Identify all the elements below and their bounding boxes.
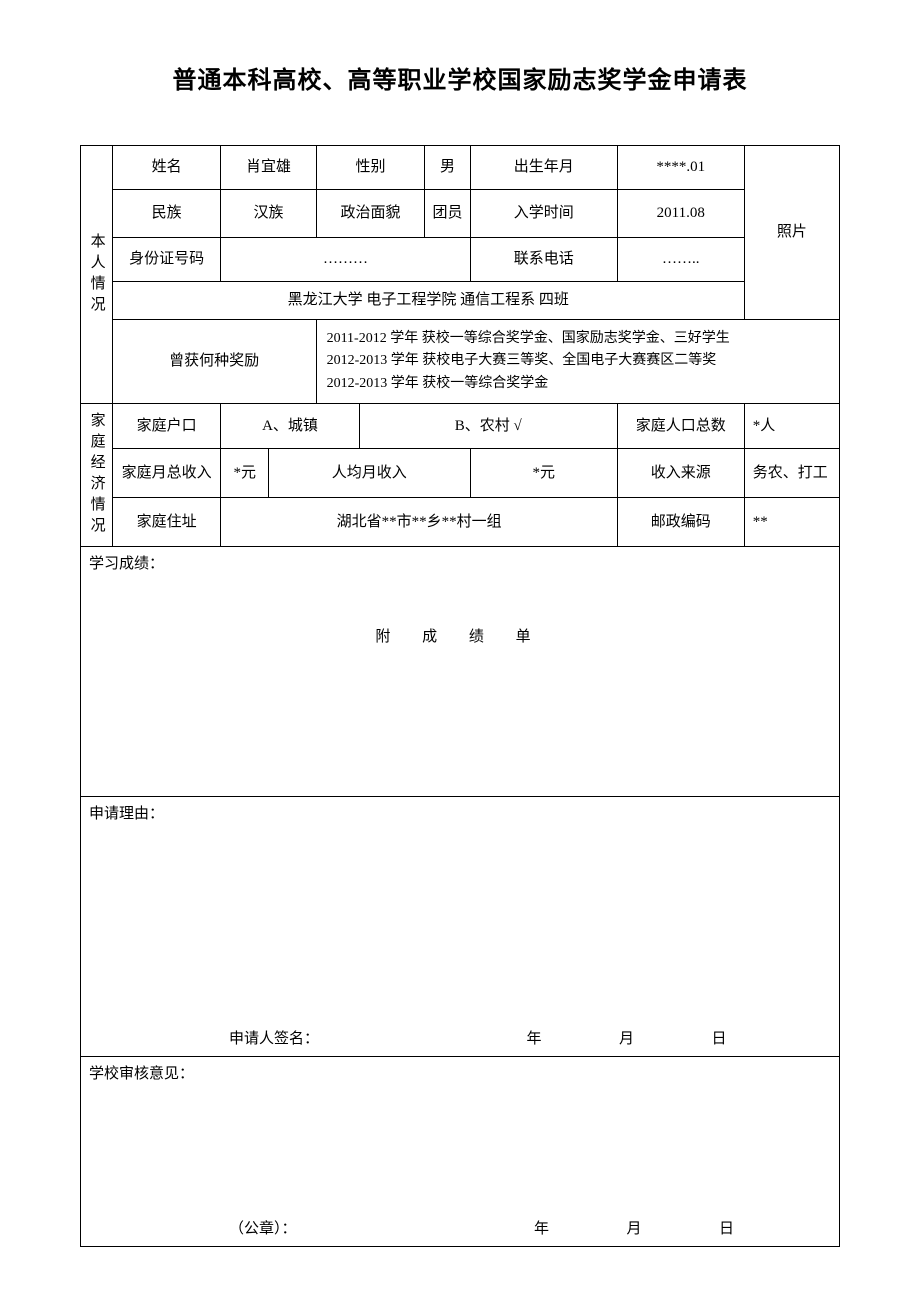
- residence-urban: A、城镇: [221, 404, 359, 449]
- ethnicity-label: 民族: [112, 190, 221, 238]
- pop-value: *人: [744, 404, 839, 449]
- income-source-value: 务农、打工: [744, 449, 839, 498]
- gender-value: 男: [425, 146, 470, 190]
- monthly-income-value: *元: [221, 449, 269, 498]
- reason-label: 申请理由：: [89, 803, 831, 826]
- birth-label: 出生年月: [470, 146, 617, 190]
- applicant-signature-line: 申请人签名： 年 月 日: [89, 1028, 831, 1051]
- month-label: 月: [619, 1031, 634, 1047]
- postcode-label: 邮政编码: [617, 498, 744, 547]
- id-label: 身份证号码: [112, 238, 221, 282]
- ethnicity-value: 汉族: [221, 190, 316, 238]
- gender-label: 性别: [316, 146, 425, 190]
- awards-line-2: 2012-2013 学年 获校电子大赛三等奖、全国电子大赛赛区二等奖: [327, 350, 829, 372]
- audit-section: 学校审核意见： （公章）： 年 月 日: [81, 1057, 840, 1247]
- enroll-value: 2011.08: [617, 190, 744, 238]
- year-label: 年: [527, 1031, 542, 1047]
- page-title: 普通本科高校、高等职业学校国家励志奖学金申请表: [80, 60, 840, 95]
- day-label: 日: [712, 1031, 727, 1047]
- photo-placeholder: 照片: [744, 146, 839, 320]
- political-value: 团员: [425, 190, 470, 238]
- seal-label: （公章）：: [229, 1221, 297, 1237]
- awards-label: 曾获何种奖励: [112, 320, 316, 404]
- phone-label: 联系电话: [470, 238, 617, 282]
- residence-rural: B、农村 √: [359, 404, 617, 449]
- audit-month-label: 月: [627, 1221, 642, 1237]
- school-line: 黑龙江大学 电子工程学院 通信工程系 四班: [112, 282, 744, 320]
- audit-label: 学校审核意见：: [89, 1063, 831, 1086]
- audit-day-label: 日: [719, 1221, 734, 1237]
- address-label: 家庭住址: [112, 498, 221, 547]
- enroll-label: 入学时间: [470, 190, 617, 238]
- family-section-label: 家庭经济情况: [81, 404, 113, 547]
- address-value: 湖北省**市**乡**村一组: [221, 498, 617, 547]
- audit-year-label: 年: [534, 1221, 549, 1237]
- grades-label: 学习成绩：: [89, 553, 831, 576]
- income-source-label: 收入来源: [617, 449, 744, 498]
- percap-income-value: *元: [470, 449, 617, 498]
- monthly-income-label: 家庭月总收入: [112, 449, 221, 498]
- awards-line-3: 2012-2013 学年 获校一等综合奖学金: [327, 373, 829, 395]
- phone-value: ……..: [617, 238, 744, 282]
- grades-note: 附 成 绩 单: [89, 576, 831, 649]
- grades-section: 学习成绩： 附 成 绩 单: [81, 547, 840, 797]
- awards-line-1: 2011-2012 学年 获校一等综合奖学金、国家励志奖学金、三好学生: [327, 328, 829, 350]
- reason-section: 申请理由： 申请人签名： 年 月 日: [81, 797, 840, 1057]
- birth-value: ****.01: [617, 146, 744, 190]
- postcode-value: **: [744, 498, 839, 547]
- political-label: 政治面貌: [316, 190, 425, 238]
- awards-value: 2011-2012 学年 获校一等综合奖学金、国家励志奖学金、三好学生 2012…: [316, 320, 839, 404]
- personal-section-label: 本人情况: [81, 146, 113, 404]
- name-label: 姓名: [112, 146, 221, 190]
- applicant-sign-label: 申请人签名：: [229, 1031, 319, 1047]
- audit-seal-line: （公章）： 年 月 日: [89, 1218, 831, 1241]
- application-form: 本人情况 姓名 肖宜雄 性别 男 出生年月 ****.01 照片 民族 汉族 政…: [80, 145, 840, 1247]
- name-value: 肖宜雄: [221, 146, 316, 190]
- percap-income-label: 人均月收入: [269, 449, 471, 498]
- residence-label: 家庭户口: [112, 404, 221, 449]
- pop-label: 家庭人口总数: [617, 404, 744, 449]
- id-value: ………: [221, 238, 470, 282]
